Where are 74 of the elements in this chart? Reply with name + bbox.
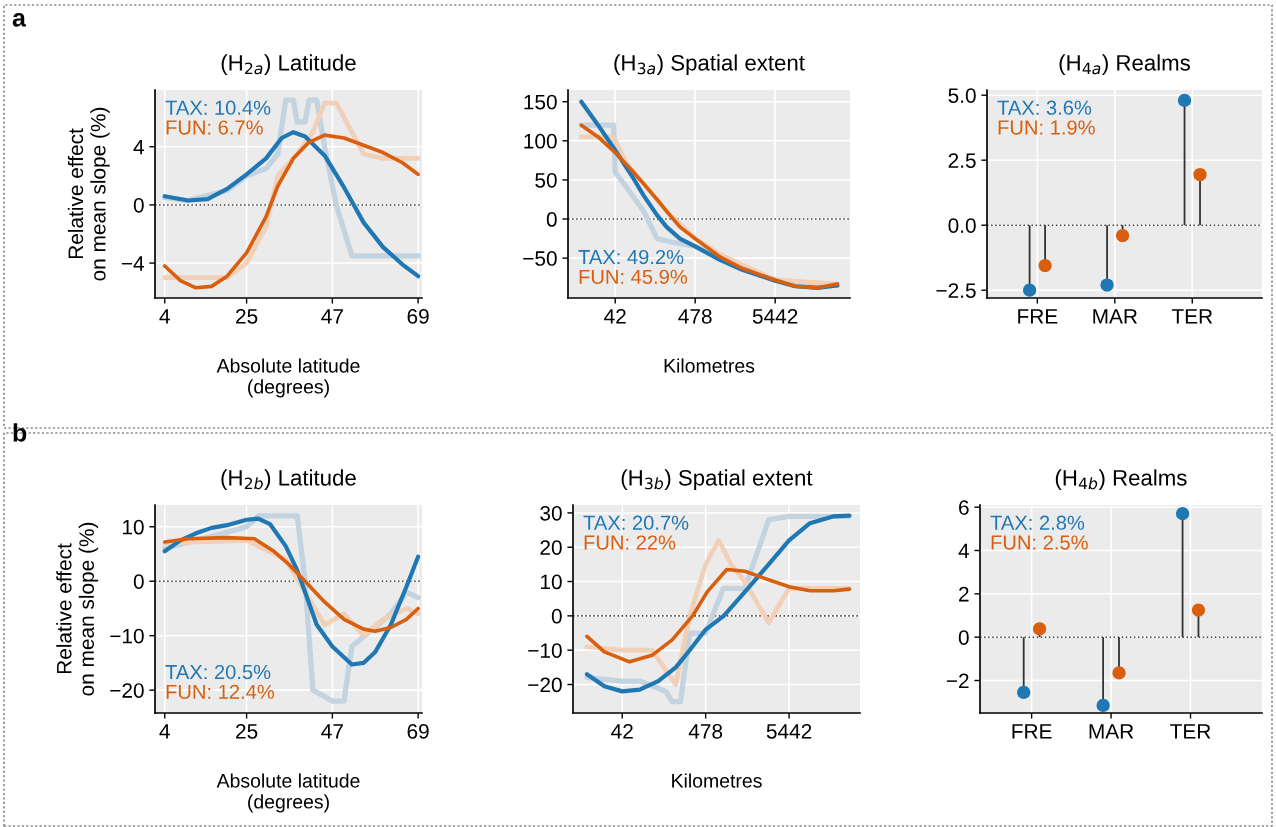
chart-title: (H$_{2a}$) Latitude <box>221 54 356 76</box>
y-tick-label: 0 <box>133 197 144 213</box>
y-tick-label: −2 <box>946 673 969 689</box>
x-tick-label: 4 <box>159 724 170 739</box>
series-label: TAX: 49.2% <box>578 249 684 265</box>
series-label: TAX: 10.4% <box>165 100 271 115</box>
x-tick-label: FRE <box>1018 309 1058 324</box>
y-tick-label: −4 <box>121 256 144 271</box>
x-axis-title: Absolute latitude (degrees) <box>216 773 360 813</box>
x-tick-label: TER <box>1171 309 1213 324</box>
chart-title: (H$_{3a}$) Spatial extent <box>614 54 805 76</box>
x-tick-label: 42 <box>604 308 626 324</box>
y-tick-label: 5.0 <box>948 88 976 103</box>
x-tick-label: 69 <box>407 308 429 324</box>
y-tick-label: −20 <box>528 677 562 693</box>
text: FUN: 2.5% <box>991 535 1088 550</box>
x-tick-label: 25 <box>236 723 258 739</box>
text: TAX: 20.5% <box>165 664 271 680</box>
x-tick-label: FRE <box>1012 724 1052 739</box>
y-tick-label: 2.5 <box>948 153 976 168</box>
y-tick-label: 30 <box>540 505 562 521</box>
x-tick-label: 42 <box>611 723 633 739</box>
chart-title: (H$_{3b}$) Spatial extent <box>621 469 813 491</box>
y-tick-label: −2.5 <box>936 283 976 298</box>
series-label: FUN: 6.7% <box>166 120 263 135</box>
x-tick-label: MAR <box>1089 724 1134 739</box>
chart-title: (H$_{2b}$) Latitude <box>221 469 356 491</box>
y-axis-title: Relative effect on mean slope (%) <box>67 107 110 281</box>
x-tick-label: 478 <box>678 308 712 324</box>
text: TAX: 3.6% <box>997 100 1092 115</box>
y-tick-label: 6 <box>959 500 969 515</box>
y-tick-label: 100 <box>524 133 557 149</box>
y-tick-label: 10 <box>541 574 562 590</box>
y-tick-label: 150 <box>524 94 557 110</box>
x-tick-label: TER <box>1170 724 1211 739</box>
x-tick-label: 4 <box>159 309 170 324</box>
x-tick-label: 5442 <box>766 723 812 739</box>
y-tick-label: 0 <box>133 574 144 589</box>
text: TAX: 2.8% <box>990 515 1085 530</box>
series-label: FUN: 45.9% <box>579 269 688 284</box>
x-axis-title: Kilometres <box>664 358 755 373</box>
text: FUN: 12.4% <box>166 684 275 699</box>
y-tick-label: 20 <box>540 540 562 555</box>
y-tick-label: 0 <box>546 212 557 227</box>
x-tick-label: 478 <box>688 723 723 739</box>
y-tick-label: 50 <box>535 172 557 188</box>
y-tick-label: 0 <box>551 608 562 624</box>
y-tick-label: −10 <box>110 628 144 644</box>
text: FUN: 1.9% <box>998 120 1095 135</box>
y-tick-label: 4 <box>133 139 144 155</box>
x-axis-title: Kilometres <box>672 773 762 788</box>
x-tick-label: 69 <box>407 723 429 739</box>
x-tick-label: 47 <box>321 724 343 739</box>
x-tick-label: 5442 <box>752 308 798 324</box>
y-tick-label: −10 <box>528 643 562 658</box>
text: TAX: 20.7% <box>583 515 689 530</box>
line-series <box>162 516 421 667</box>
y-tick-label: 0.0 <box>948 218 976 233</box>
x-tick-label: MAR <box>1093 309 1137 324</box>
chart-title: (H$_{4b}$) Realms <box>1055 469 1187 491</box>
y-axis-title: Relative effect on mean slope (%) <box>56 522 99 696</box>
chart-title: (H$_{4a}$) Realms <box>1059 54 1190 76</box>
y-tick-label: 0 <box>958 630 969 645</box>
y-tick-label: 10 <box>123 519 144 535</box>
text: FUN: 22% <box>584 535 676 550</box>
y-tick-label: 2 <box>959 586 969 602</box>
x-axis-title: Absolute latitude (degrees) <box>216 358 360 398</box>
y-tick-label: −50 <box>523 251 557 266</box>
text: b <box>13 423 27 442</box>
x-tick-label: 47 <box>321 309 343 324</box>
y-tick-label: −20 <box>110 683 144 698</box>
text: a <box>12 13 27 27</box>
x-tick-label: 25 <box>236 308 258 324</box>
y-tick-label: 4 <box>958 543 969 559</box>
